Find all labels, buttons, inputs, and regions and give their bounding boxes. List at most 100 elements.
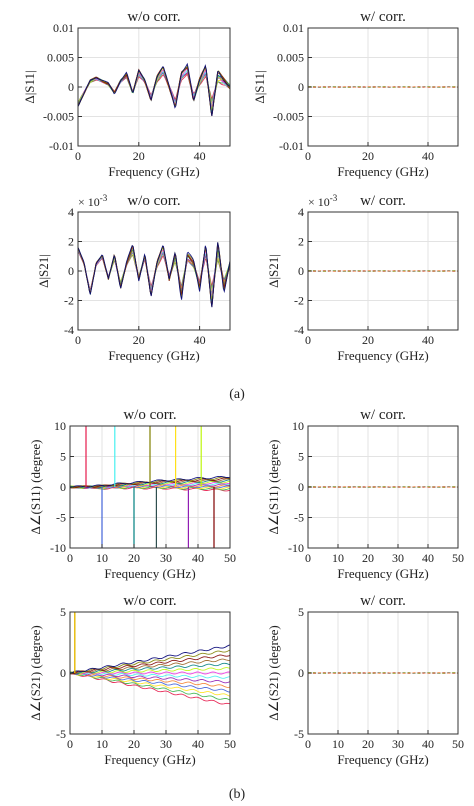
y-tick-label: 0.01	[283, 21, 304, 35]
y-axis-label: Δ∠(S21) (degree)	[266, 625, 281, 720]
y-tick-label: 0.01	[53, 21, 74, 35]
y-tick-label: 2	[68, 235, 74, 249]
x-tick-label: 20	[362, 333, 374, 347]
y-axis-label: Δ∠(S21) (degree)	[28, 625, 43, 720]
series-line	[70, 672, 230, 705]
x-tick-label: 0	[67, 737, 73, 751]
x-tick-label: 40	[422, 149, 434, 163]
y-tick-label: 0.005	[47, 51, 74, 65]
x-tick-label: 40	[422, 333, 434, 347]
chart-title: w/o corr.	[123, 407, 176, 423]
chart-title: w/ corr.	[360, 407, 406, 423]
x-axis-label: Frequency (GHz)	[108, 164, 199, 179]
y-axis-label: Δ|S11|	[22, 70, 37, 103]
y-exponent: × 10-3	[308, 193, 338, 209]
x-axis-label: Frequency (GHz)	[337, 164, 428, 179]
x-tick-label: 20	[133, 333, 145, 347]
series-group	[70, 612, 230, 705]
chart-title: w/ corr.	[360, 9, 406, 25]
y-tick-label: -0.005	[43, 110, 74, 124]
series-line	[308, 270, 458, 272]
chart-title: w/ corr.	[360, 193, 406, 209]
x-axis-label: Frequency (GHz)	[104, 752, 195, 767]
x-tick-label: 20	[128, 737, 140, 751]
y-tick-label: 5	[298, 450, 304, 464]
series-group	[308, 672, 458, 674]
x-tick-label: 30	[392, 551, 404, 565]
y-tick-label: -2	[64, 294, 74, 308]
x-axis-label: Frequency (GHz)	[104, 566, 195, 581]
x-tick-label: 10	[96, 551, 108, 565]
sublabel-b: (b)	[229, 787, 246, 802]
series-line	[70, 671, 230, 697]
x-tick-label: 10	[332, 551, 344, 565]
series-line	[308, 486, 458, 488]
series-line	[70, 658, 230, 675]
series-group	[78, 62, 230, 117]
series-line	[70, 644, 230, 675]
chart-panel-1: 0 20 40 -0.01 -0.005 0 0.005 0.01 w/o corr. Frequ…	[22, 9, 231, 179]
chart-panel-5: 0 10 20 30 40 50 -10 -5 0 5 10 w/o corr. Frequency (…	[28, 407, 236, 581]
x-tick-label: 20	[362, 737, 374, 751]
chart-panel-2: 0 20 40 -0.01 -0.005 0 0.005 0.01 w/ corr. Freque…	[252, 9, 459, 179]
series-line	[70, 672, 230, 693]
sublabel-a: (a)	[229, 387, 245, 402]
chart-panel-3: 0 20 40 -4 -2 0 2 4 w/o corr. × 10-3 Frequency (GH…	[36, 193, 231, 363]
y-tick-label: 5	[298, 605, 304, 619]
x-tick-label: 20	[128, 551, 140, 565]
x-tick-label: 40	[422, 737, 434, 751]
y-axis-label: Δ|S11|	[252, 70, 267, 103]
x-tick-label: 0	[305, 149, 311, 163]
y-tick-label: 10	[54, 419, 66, 433]
x-tick-label: 40	[194, 149, 206, 163]
y-axis-label: Δ|S21|	[36, 254, 51, 288]
x-tick-label: 0	[305, 551, 311, 565]
y-tick-label: -4	[294, 323, 304, 337]
series-line	[70, 662, 230, 675]
x-tick-label: 0	[75, 333, 81, 347]
y-tick-label: 2	[298, 235, 304, 249]
y-tick-label: 0	[298, 264, 304, 278]
series-line	[70, 671, 230, 701]
y-tick-label: 4	[68, 205, 74, 219]
y-tick-label: -4	[64, 323, 74, 337]
y-exponent: × 10-3	[78, 193, 108, 209]
series-group	[308, 270, 458, 272]
x-tick-label: 30	[160, 551, 172, 565]
y-axis-label: Δ∠(S11) (degree)	[28, 440, 43, 535]
x-axis-label: Frequency (GHz)	[337, 348, 428, 363]
y-axis-label: Δ∠(S11) (degree)	[266, 440, 281, 535]
x-tick-label: 50	[452, 551, 464, 565]
y-tick-label: -0.005	[273, 110, 304, 124]
series-line	[308, 86, 458, 88]
y-tick-label: -2	[294, 294, 304, 308]
chart-title: w/o corr.	[127, 9, 180, 25]
x-tick-label: 40	[422, 551, 434, 565]
y-tick-label: 5	[60, 450, 66, 464]
y-tick-label: 0	[68, 80, 74, 94]
chart-panel-4: 0 20 40 -4 -2 0 2 4 w/ corr. × 10-3 Frequency (GHz…	[266, 193, 459, 363]
y-tick-label: -5	[294, 727, 304, 741]
x-tick-label: 10	[332, 737, 344, 751]
y-tick-label: -0.01	[49, 139, 74, 153]
series-line	[70, 671, 230, 675]
x-tick-label: 20	[133, 149, 145, 163]
y-tick-label: 0.005	[277, 51, 304, 65]
chart-title: w/o corr.	[127, 193, 180, 209]
x-tick-label: 30	[392, 737, 404, 751]
y-tick-label: 5	[60, 605, 66, 619]
series-line	[78, 62, 230, 116]
x-axis-label: Frequency (GHz)	[337, 752, 428, 767]
series-group	[78, 242, 230, 308]
x-tick-label: 40	[192, 551, 204, 565]
y-tick-label: -10	[50, 541, 66, 555]
series-group	[308, 486, 458, 488]
y-tick-label: -5	[294, 511, 304, 525]
y-tick-label: 0	[60, 480, 66, 494]
series-group	[70, 426, 230, 548]
x-tick-label: 40	[194, 333, 206, 347]
y-axis-label: Δ|S21|	[266, 254, 281, 288]
x-tick-label: 50	[224, 551, 236, 565]
y-tick-label: 0	[298, 666, 304, 680]
